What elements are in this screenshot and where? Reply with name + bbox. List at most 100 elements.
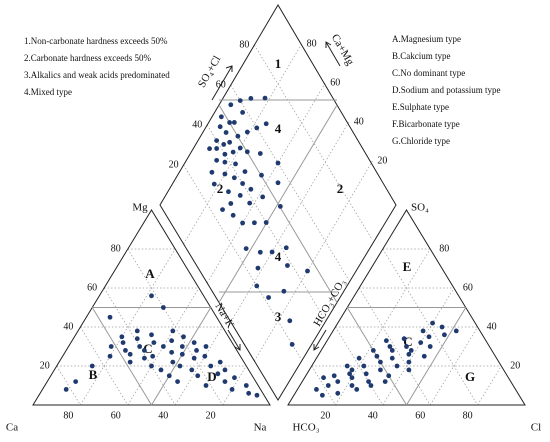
arrow-head [325,41,332,48]
legend-entry: E.Sulphate type [392,102,449,112]
arrow [313,329,327,351]
data-point [127,359,133,365]
data-point [217,359,223,365]
data-point [141,348,147,353]
data-point [191,355,197,361]
data-point [404,344,409,349]
grid-line [254,44,373,241]
axis-label: SO₄ [411,202,429,214]
data-point [218,114,224,120]
data-point [160,305,166,310]
data-point [361,363,367,369]
data-point [389,348,395,353]
data-point [260,194,266,200]
data-point [208,363,214,369]
data-point [240,181,246,186]
data-point [222,171,228,177]
data-point [235,133,241,139]
data-point [149,363,154,369]
data-point [151,340,157,345]
legend-entry: D.Sodium and potassium type [392,85,501,95]
data-point [254,125,260,131]
legend-entry: 2.Carbonate hardness exceeds 50% [24,53,151,63]
data-point [230,149,236,155]
grid-line [382,287,455,406]
tick-label: 80 [307,38,317,49]
data-point [370,348,376,353]
axis-label: Ca+Mg [329,32,356,68]
tick-label: 20 [377,155,387,166]
data-point [169,338,175,344]
data-point [283,245,289,251]
data-point [229,387,235,392]
data-point [215,371,221,377]
data-point [63,387,69,392]
class-label: A [145,266,155,281]
data-point [158,367,164,373]
data-point [209,169,215,175]
data-point [354,387,360,392]
axis-label: Cl [531,422,541,434]
data-point [150,353,156,359]
data-point [207,146,212,152]
tick-label: 40 [487,321,497,332]
data-point [243,383,249,388]
tick-label: 40 [63,321,73,332]
data-point [248,186,254,192]
data-point [227,120,233,125]
data-point [247,200,253,206]
data-point [191,340,197,345]
tick-label: 20 [206,410,216,421]
data-point [73,379,79,384]
region-label: 4 [275,121,282,136]
tick-label: 80 [439,243,449,254]
tick-label: 20 [510,360,520,371]
grid-line [230,84,350,281]
data-point [259,172,264,178]
data-point [240,110,246,115]
arrow-head [225,65,233,72]
data-point [222,151,228,157]
data-point [202,353,208,359]
data-point [439,324,445,330]
data-point [170,359,176,365]
data-point [383,338,389,344]
data-point [275,180,281,186]
tick-label: 80 [111,243,121,254]
tick-label: 40 [354,116,364,127]
data-point [255,265,261,271]
data-point [401,336,407,342]
data-point [335,379,341,384]
data-point [427,344,433,349]
data-point [289,342,295,347]
data-point [331,373,337,379]
data-point [257,249,263,255]
region-label: 3 [275,309,282,324]
data-point [378,359,383,365]
data-point [170,328,176,334]
legend-entry: 1.Non-carbonate hardness exceeds 50% [24,36,168,46]
data-point [421,353,427,359]
data-point [420,328,426,334]
data-point [406,367,412,373]
data-point [442,332,447,338]
data-point [275,160,281,166]
region-label: 1 [275,56,282,71]
data-point [127,351,133,357]
arrow [325,41,341,67]
class-line [91,307,152,406]
tick-label: 60 [216,79,226,90]
data-point [269,249,275,255]
grid-line [56,365,81,406]
axis-arrows [211,41,341,351]
data-point [240,220,246,226]
data-point [123,348,128,353]
data-point [305,268,310,274]
data-point [222,379,228,384]
arrow-head [234,344,241,351]
grid-line [206,124,326,321]
data-point [222,367,228,373]
data-point [169,349,175,355]
data-point [246,390,252,396]
data-point [242,169,248,175]
